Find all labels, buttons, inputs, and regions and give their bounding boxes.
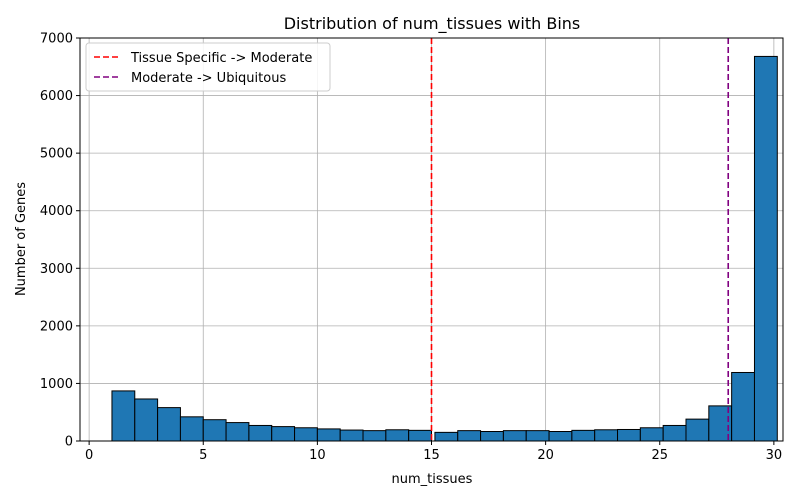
histogram-bar [179,416,204,442]
legend-label-moderate: Moderate -> Ubiquitous [131,71,286,86]
histogram-bar [731,371,755,442]
histogram-bar [594,429,619,442]
y-tick-label: 1000 [40,377,73,392]
chart-title: Distribution of num_tissues with Bins [284,14,581,34]
histogram-bar [480,431,504,442]
y-tick-label: 4000 [40,204,73,219]
histogram-bar [548,431,573,442]
histogram-bar [385,429,410,442]
y-axis-label: Number of Genes [14,182,29,296]
y-tick-label: 6000 [40,89,73,104]
y-tick-label: 2000 [40,319,73,334]
histogram-bar [525,430,550,442]
threshold-lines [430,38,730,441]
histogram-bar [617,428,641,442]
histogram-bar [502,430,527,442]
histogram-bar [294,427,318,442]
histogram-bar [157,407,181,442]
histogram-bar [457,430,482,442]
x-tick-label: 20 [537,448,554,463]
y-tick-label: 0 [65,435,73,450]
ticks-layer: 0 5 10 15 20 25 30 0 1000 2000 3000 4000 5000 6000 700… [40,32,782,464]
x-tick-label: 0 [85,448,93,463]
histogram-bar [248,424,273,442]
legend: Tissue Specific -> Moderate Moderate -> … [85,42,331,92]
histogram-bar [753,55,778,442]
y-tick-label: 7000 [40,32,73,47]
histogram-bar [571,429,596,442]
x-axis-label: num_tissues [392,472,473,487]
histogram-bar [339,429,364,442]
histogram-bar [316,428,341,442]
x-tick-label: 5 [199,448,207,463]
histogram-bar [134,398,159,442]
histogram-bar [662,424,687,442]
x-tick-label: 25 [651,448,668,463]
histogram-bar [639,427,664,442]
y-tick-label: 3000 [40,262,73,277]
histogram-bar [408,429,432,442]
x-tick-label: 15 [423,448,440,463]
histogram-bar [225,422,250,442]
legend-label-tissue-specific: Tissue Specific -> Moderate [130,51,312,66]
legend-box [85,42,331,92]
histogram-bar [362,430,387,442]
histogram-bar [271,426,296,442]
y-tick-label: 5000 [40,147,73,162]
x-tick-label: 30 [766,448,783,463]
histogram-bar [202,419,227,442]
x-tick-label: 10 [309,448,326,463]
histogram-bar [685,418,710,442]
histogram-bar [434,431,459,442]
histogram-bar [111,390,136,442]
